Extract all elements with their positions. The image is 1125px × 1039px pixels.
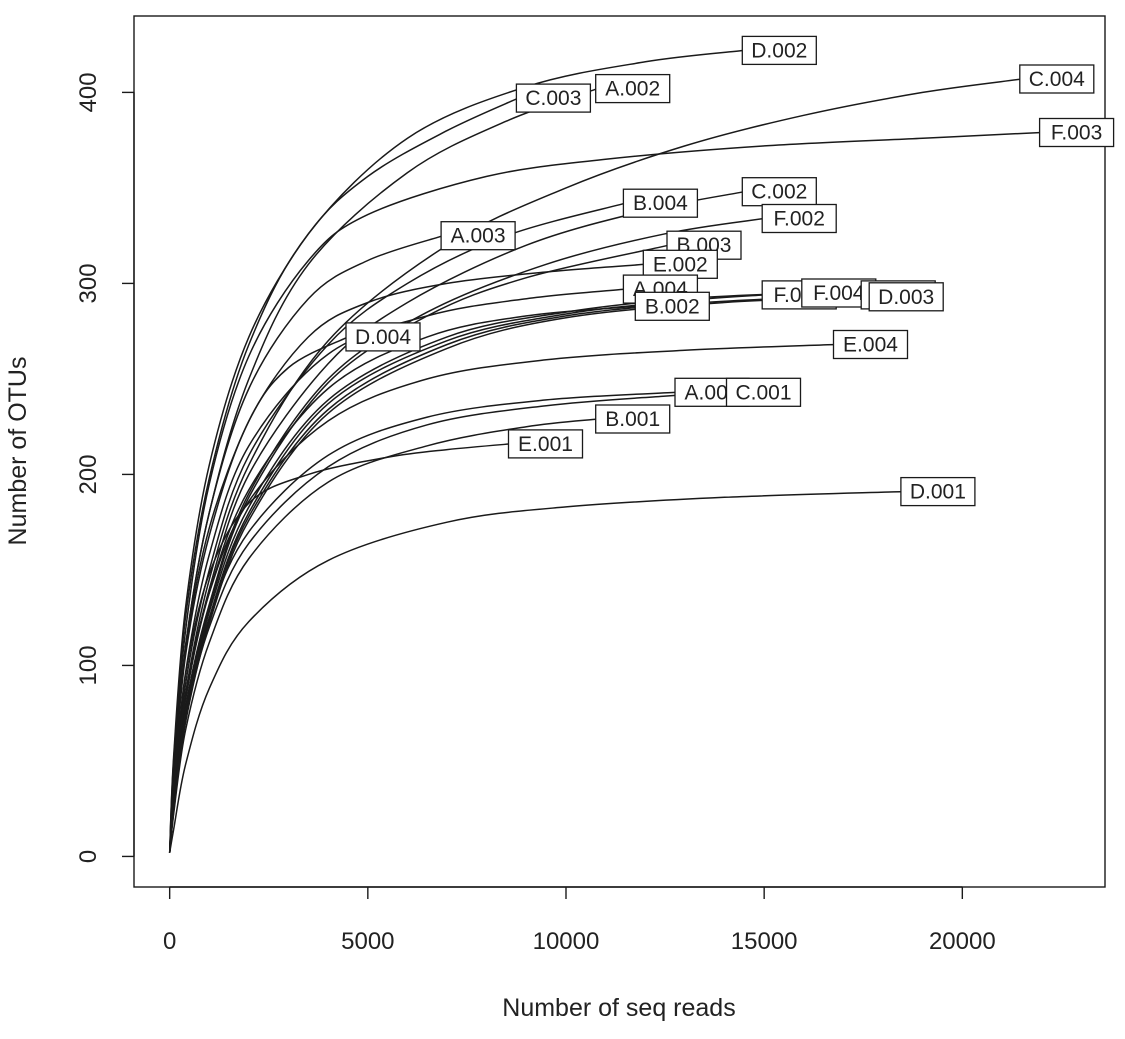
series-label-text: C.004 [1029, 68, 1085, 91]
series-label-text: A.001 [685, 381, 740, 404]
series-label-c-002: C.002 [741, 177, 817, 207]
series-label-box [345, 322, 421, 352]
x-tick-label: 10000 [533, 928, 600, 955]
series-label-f-003: F.003 [1038, 117, 1115, 148]
series-label-box [440, 221, 516, 251]
series-label-text: B.004 [633, 192, 688, 215]
series-label-text: F.003 [1051, 122, 1102, 145]
y-tick-label: 100 [75, 645, 102, 685]
y-tick-label: 400 [75, 72, 102, 112]
series-label-e-002: E.002 [642, 249, 718, 279]
y-axis: 0 100 200 300 400 [75, 72, 135, 863]
series-line-c-003 [168, 97, 519, 853]
series-label-c-004: C.004 [1019, 64, 1095, 94]
series-label-text: B.001 [605, 408, 660, 431]
series-label-text: C.002 [751, 181, 807, 204]
x-tick-label: 15000 [731, 928, 798, 955]
series-label-box [1038, 117, 1115, 148]
series-line-e-001 [168, 443, 511, 853]
series-label-text: D.001 [910, 481, 966, 504]
series-label-box [595, 404, 671, 434]
series-label-text: C.001 [735, 381, 791, 404]
series-label-box [507, 429, 584, 459]
series-line-c-001 [168, 391, 729, 853]
series-label-e-001: E.001 [507, 429, 584, 459]
labels-layer: D.002 C.003 A.002 C.004 F.003 A.003 B.004 C.002… [345, 35, 1115, 507]
series-label-box [900, 476, 976, 507]
plot-frame [133, 15, 1106, 888]
series-label-a-003: A.003 [440, 221, 516, 251]
series-label-box [595, 73, 671, 104]
series-label-box [515, 83, 592, 113]
series-line-b-001 [168, 418, 598, 853]
y-tick-label: 200 [75, 454, 102, 494]
series-label-e-004: E.004 [832, 329, 909, 360]
series-label-text: F.004 [813, 282, 865, 305]
series-label-text: D.003 [878, 286, 934, 309]
series-label-d-004: D.004 [345, 322, 421, 352]
series-label-text: B.002 [645, 295, 700, 318]
series-label-text: E.004 [843, 334, 898, 357]
series-line-a-001 [168, 391, 678, 853]
series-line-b-002 [168, 305, 638, 853]
series-line-e-004 [168, 343, 836, 853]
x-tick-label: 20000 [929, 928, 996, 955]
series-label-f-002: F.002 [761, 203, 837, 234]
series-label-text: F.002 [774, 208, 825, 231]
series-label-box [868, 282, 944, 312]
y-axis-title: Number of OTUs [4, 357, 32, 546]
x-tick-label: 5000 [341, 928, 394, 955]
series-label-box [1019, 64, 1095, 94]
series-label-text: D.004 [355, 326, 411, 349]
series-label-d-003: D.003 [868, 282, 944, 312]
curves-layer [168, 49, 1042, 853]
series-label-box [761, 203, 837, 234]
series-label-box [741, 177, 817, 207]
x-axis: 0 5000 10000 15000 20000 [163, 886, 996, 955]
series-label-box [741, 35, 817, 66]
series-label-a-002: A.002 [595, 73, 671, 104]
series-label-box [622, 188, 699, 218]
series-label-box [725, 377, 802, 407]
series-label-box [832, 329, 909, 360]
series-line-d-001 [168, 490, 903, 853]
y-tick-label: 300 [75, 263, 102, 303]
x-axis-title: Number of seq reads [502, 994, 735, 1022]
series-label-b-002: B.002 [634, 291, 710, 321]
series-line-c-004 [168, 78, 1022, 853]
series-label-text: E.002 [653, 253, 708, 276]
series-label-c-001: C.001 [725, 377, 802, 407]
series-label-text: D.002 [751, 39, 807, 62]
series-label-box [634, 291, 710, 321]
series-line-f-004 [168, 292, 804, 853]
x-tick-label: 0 [163, 928, 176, 955]
y-tick-label: 0 [75, 850, 102, 863]
series-label-d-001: D.001 [900, 476, 976, 507]
series-label-b-004: B.004 [622, 188, 699, 218]
series-label-text: C.003 [525, 87, 581, 110]
series-label-text: A.002 [605, 78, 660, 101]
series-label-text: E.001 [518, 433, 573, 456]
series-label-d-002: D.002 [741, 35, 817, 66]
series-line-a-002 [168, 87, 598, 853]
series-label-b-001: B.001 [595, 404, 671, 434]
series-label-text: A.003 [451, 225, 506, 248]
series-label-c-003: C.003 [515, 83, 592, 113]
series-line-f-003 [168, 131, 1042, 853]
